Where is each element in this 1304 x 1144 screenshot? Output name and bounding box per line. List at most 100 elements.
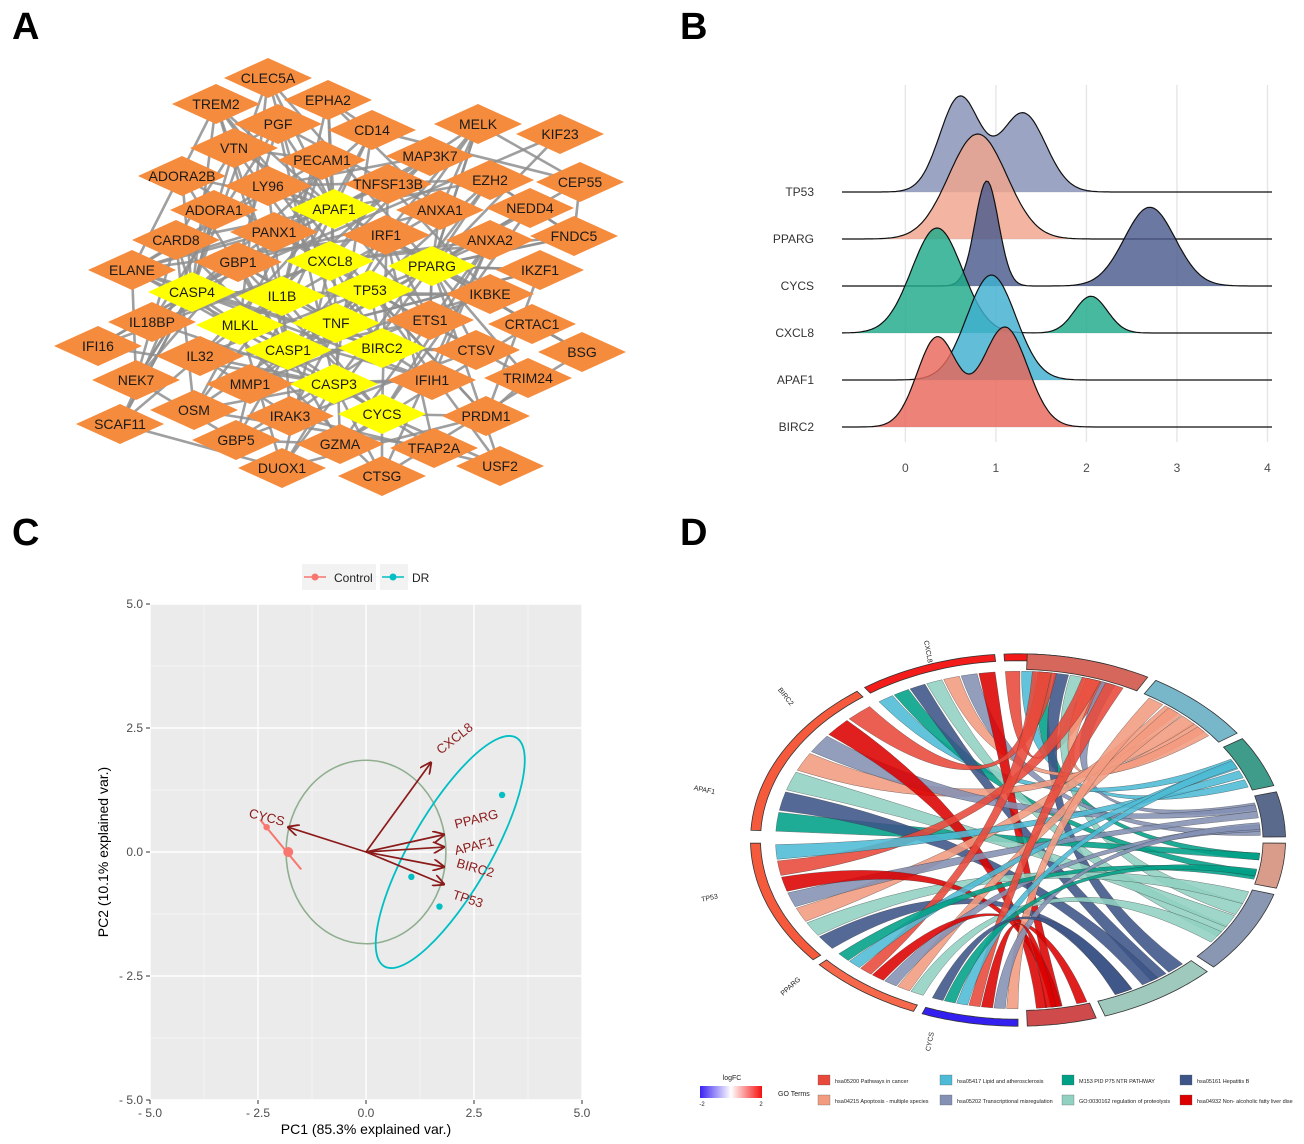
network-node: CASP1: [244, 330, 332, 370]
network-node: CYCS: [338, 394, 426, 434]
network-node: EPHA2: [284, 80, 372, 120]
network-node-label: DUOX1: [258, 460, 306, 476]
pca-legend: Control DR: [302, 564, 430, 590]
ridge-outline: [842, 227, 1272, 334]
network-node: IL32: [156, 336, 244, 376]
network-node-label: GBP1: [219, 254, 257, 270]
network-node-label: MLKL: [222, 317, 259, 333]
network-node: USF2: [456, 446, 544, 486]
network-node-label: OSM: [178, 402, 210, 418]
network-node-diamond: [238, 448, 326, 488]
network-node-diamond: [484, 358, 572, 398]
pca-y-tick: 5.0: [126, 597, 143, 611]
network-node-label: IKBKE: [469, 286, 510, 302]
network-node-label: VTN: [220, 140, 248, 156]
ridge-grid: [842, 85, 1272, 442]
network-node-label: FNDC5: [551, 228, 598, 244]
network-node: FNDC5: [530, 216, 618, 256]
ridge-area: [842, 181, 1272, 286]
chord-term-swatch: [1061, 1074, 1075, 1086]
network-node-diamond: [88, 250, 176, 290]
legend-dr-label: DR: [412, 571, 430, 585]
network-node-diamond: [196, 305, 284, 345]
network-node-diamond: [234, 104, 322, 144]
network-node: ADORA1: [170, 190, 258, 230]
network-node-diamond: [488, 304, 576, 344]
network-edge: [280, 99, 330, 297]
network-node: PECAM1: [278, 140, 366, 180]
pca-y-tick: 2.5: [126, 721, 143, 735]
network-node: BIRC2: [338, 328, 426, 368]
network-node: VTN: [190, 128, 278, 168]
ridge-outline: [842, 133, 1272, 240]
network-edge: [371, 128, 581, 184]
legend-control-marker: [311, 573, 319, 581]
pca-point: [263, 824, 270, 831]
network-edge: [335, 268, 541, 325]
chord-term-segment: [1254, 791, 1286, 838]
pca-loading-arrow: [365, 763, 431, 853]
network-node: TNF: [292, 303, 380, 343]
chord-term-label: hsa05200 Pathways in cancer: [835, 1079, 909, 1085]
network-node: CASP3: [290, 364, 378, 404]
chord-logfc-max: 2: [759, 1102, 763, 1108]
network-node-diamond: [290, 189, 378, 229]
ridge-outline: [842, 95, 1272, 193]
pca-x-tick: 2.5: [466, 1106, 483, 1120]
network-node: GBP5: [192, 420, 280, 460]
network-node: ANXA1: [396, 190, 484, 230]
network-node-label: NEK7: [118, 372, 155, 388]
chord-term-swatch: [1179, 1074, 1193, 1086]
ridge-outline: [842, 326, 1272, 428]
network-node-label: TNFSF13B: [353, 176, 423, 192]
chord-gene-segment: [818, 959, 919, 1012]
network-node-diamond: [326, 270, 414, 310]
network-node-label: BSG: [567, 344, 597, 360]
ridge-label: CXCL8: [775, 326, 814, 340]
network-node-diamond: [246, 396, 334, 436]
network-node: MELK: [434, 104, 522, 144]
network-node-label: PPARG: [408, 258, 456, 274]
network-node-label: TNF: [322, 315, 349, 331]
network-node-diamond: [292, 303, 380, 343]
pca-x-tick: 5.0: [574, 1106, 591, 1120]
network-node: TP53: [326, 270, 414, 310]
panel-label-d: D: [680, 512, 708, 554]
network-node-diamond: [54, 326, 142, 366]
network-node-label: BIRC2: [361, 340, 402, 356]
network-edge: [191, 290, 383, 350]
network-node-label: CLEC5A: [241, 70, 296, 86]
network-node-label: IFIH1: [415, 372, 449, 388]
network-node-diamond: [456, 446, 544, 486]
network-node-diamond: [192, 420, 280, 460]
network-node-label: TP53: [353, 282, 387, 298]
network-edge: [369, 288, 529, 380]
chord-terms-title: GO Terms: [778, 1091, 810, 1098]
network-node: PRDM1: [442, 396, 530, 436]
network-node-diamond: [194, 242, 282, 282]
chord-ribbon: [786, 771, 1236, 928]
network-node-label: IRF1: [371, 227, 402, 243]
network-node: IRAK3: [246, 396, 334, 436]
network-node: LY96: [224, 166, 312, 206]
network-node-label: ANXA1: [417, 202, 463, 218]
network-node: SCAF11: [76, 404, 164, 444]
pca-y-tick: - 2.5: [119, 969, 143, 983]
chord-term-label: hsa05417 Lipid and atherosclerosis: [957, 1079, 1044, 1085]
network-node-diamond: [388, 246, 476, 286]
network-node-label: CD14: [354, 122, 390, 138]
ridge-outline: [842, 274, 1272, 381]
network-node-label: EPHA2: [305, 92, 351, 108]
network-node-diamond: [230, 212, 318, 252]
network-node-label: NEDD4: [506, 200, 554, 216]
network-node-diamond: [446, 160, 534, 200]
chord-ribbon: [1047, 672, 1183, 973]
network-node: MMP1: [206, 364, 294, 404]
network-node-label: CRTAC1: [505, 316, 560, 332]
chord-term-label: hsa05202 Transcriptional misregulation: [957, 1099, 1053, 1105]
ridge-label: BIRC2: [779, 420, 815, 434]
pca-x-tick: - 5.0: [138, 1106, 162, 1120]
chord-term-swatch: [817, 1074, 831, 1086]
network-node-diamond: [342, 215, 430, 255]
